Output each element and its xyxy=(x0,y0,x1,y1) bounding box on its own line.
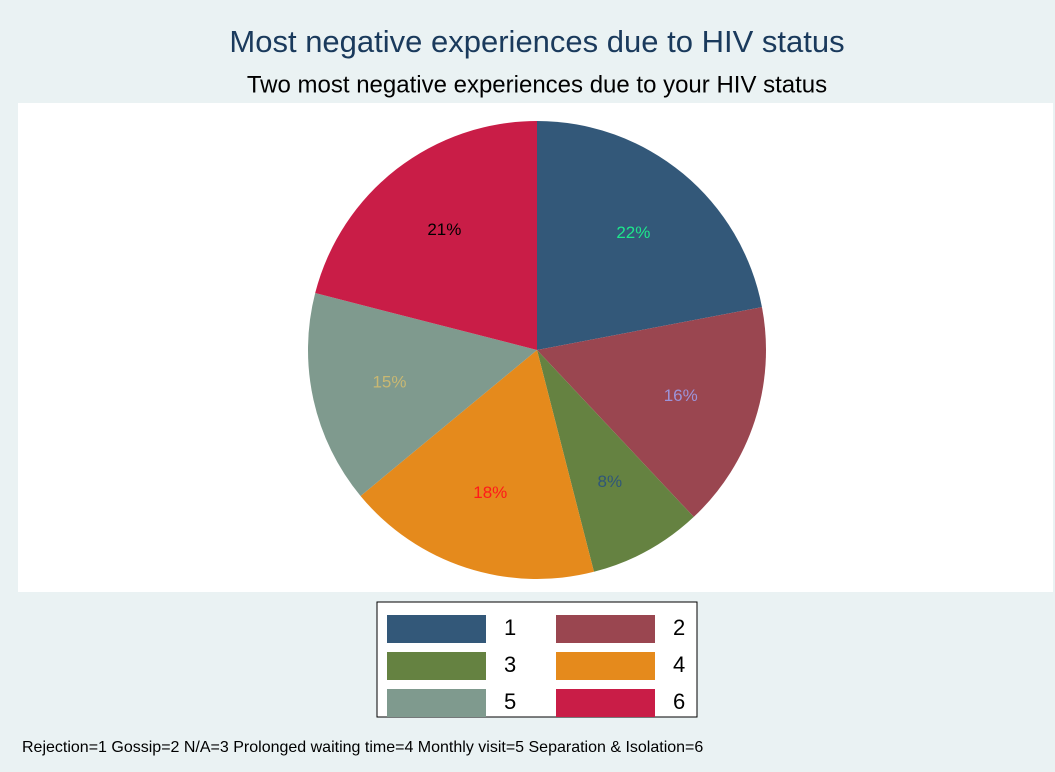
legend-key xyxy=(387,652,486,680)
note: Rejection=1 Gossip=2 N/A=3 Prolonged wai… xyxy=(22,739,703,756)
chart-subtitle: Two most negative experiences due to you… xyxy=(247,71,827,98)
slice-label: 18% xyxy=(473,483,507,502)
pie-slice xyxy=(315,120,537,350)
legend-key xyxy=(556,689,655,717)
slice-label: 22% xyxy=(616,223,650,242)
legend-key xyxy=(387,615,486,643)
pie-slice xyxy=(308,293,537,496)
legend-label: 1 xyxy=(504,615,516,640)
slice-label: 15% xyxy=(372,372,406,391)
legend-label: 4 xyxy=(673,652,685,677)
legend-key xyxy=(556,652,655,680)
slice-label: 21% xyxy=(427,220,461,239)
legend-label: 5 xyxy=(504,689,516,714)
legend-label: 3 xyxy=(504,652,516,677)
slice-label: 8% xyxy=(598,472,623,491)
pie-slice xyxy=(537,307,766,517)
legend-label: 2 xyxy=(673,615,685,640)
legend-label: 6 xyxy=(673,689,685,714)
slice-label: 16% xyxy=(664,386,698,405)
legend-key xyxy=(387,689,486,717)
pie-slice xyxy=(360,350,594,580)
pie-slice xyxy=(537,350,694,572)
legend-key xyxy=(556,615,655,643)
pie-slice xyxy=(537,121,762,350)
chart-title: Most negative experiences due to HIV sta… xyxy=(229,24,844,59)
